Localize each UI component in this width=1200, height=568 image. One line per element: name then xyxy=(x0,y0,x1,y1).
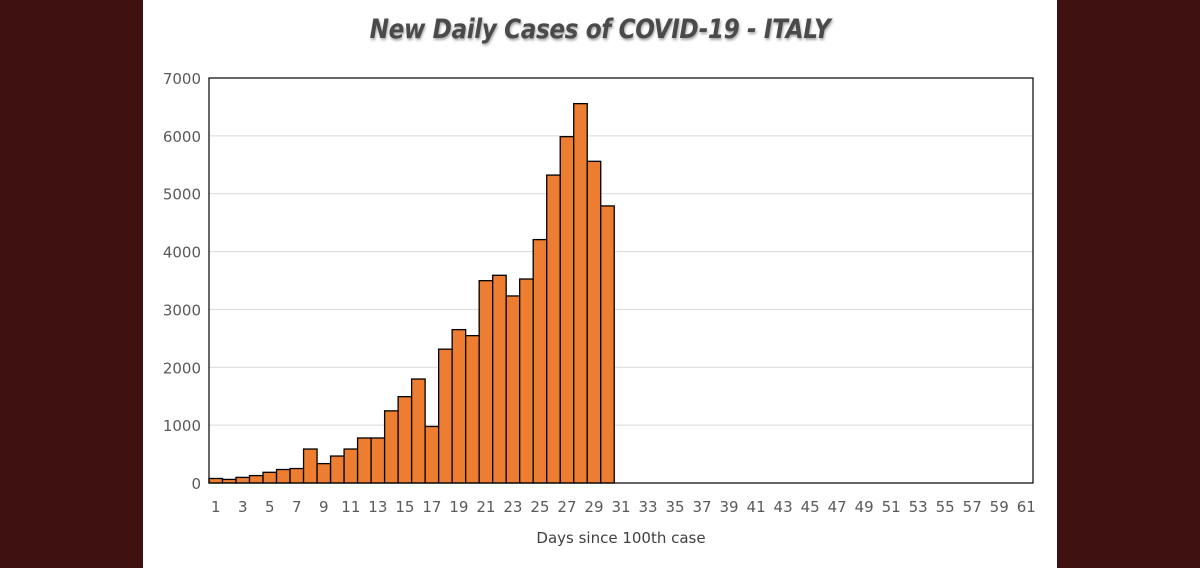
y-axis-ticks: 0 1000 2000 3000 4000 5000 6000 7000 xyxy=(163,70,201,493)
x-tick-label: 45 xyxy=(801,498,820,516)
bar xyxy=(465,334,480,484)
y-tick-label: 7000 xyxy=(163,70,201,88)
x-tick-label: 35 xyxy=(665,498,684,516)
x-axis-label: Days since 100th case xyxy=(536,529,705,547)
bar xyxy=(316,462,332,484)
bar xyxy=(437,348,453,484)
x-tick-label: 11 xyxy=(341,498,360,516)
y-tick-label: 2000 xyxy=(163,359,201,377)
bar xyxy=(248,474,264,484)
y-tick-label: 0 xyxy=(191,475,201,493)
x-tick-label: 27 xyxy=(557,498,576,516)
y-tick-label: 5000 xyxy=(163,186,201,204)
bar xyxy=(505,295,521,484)
x-tick-label: 25 xyxy=(530,498,549,516)
bar xyxy=(356,437,372,484)
bar xyxy=(600,205,615,484)
x-tick-label: 29 xyxy=(584,498,603,516)
x-tick-label: 7 xyxy=(292,498,302,516)
y-tick-label: 4000 xyxy=(163,244,201,262)
bar xyxy=(546,174,561,484)
bar xyxy=(370,437,386,484)
x-tick-label: 51 xyxy=(882,498,901,516)
bar xyxy=(289,467,305,484)
plot-area-frame xyxy=(208,77,1034,484)
bar xyxy=(519,278,534,484)
bar xyxy=(235,476,251,484)
x-tick-label: 15 xyxy=(395,498,414,516)
x-tick-label: 59 xyxy=(990,498,1009,516)
x-tick-label: 39 xyxy=(720,498,739,516)
x-tick-label: 55 xyxy=(936,498,955,516)
y-tick-label: 3000 xyxy=(163,301,201,319)
x-tick-label: 43 xyxy=(774,498,793,516)
bars xyxy=(208,102,615,484)
bar xyxy=(397,396,413,484)
x-tick-label: 3 xyxy=(238,498,248,516)
x-tick-label: 13 xyxy=(368,498,387,516)
bar xyxy=(275,468,291,484)
bar xyxy=(532,238,548,484)
bar xyxy=(451,328,467,484)
bar xyxy=(329,455,345,484)
y-tick-label: 1000 xyxy=(163,417,201,435)
x-tick-label: 9 xyxy=(319,498,329,516)
x-tick-label: 49 xyxy=(855,498,874,516)
x-tick-label: 23 xyxy=(503,498,522,516)
bar xyxy=(343,448,359,484)
bar xyxy=(262,471,278,484)
x-tick-label: 21 xyxy=(476,498,495,516)
x-tick-label: 61 xyxy=(1017,498,1036,516)
x-tick-label: 19 xyxy=(449,498,468,516)
bar xyxy=(573,102,588,484)
x-tick-label: 47 xyxy=(828,498,847,516)
x-tick-label: 57 xyxy=(963,498,982,516)
bar xyxy=(410,378,426,484)
bar xyxy=(586,160,602,484)
bar xyxy=(302,448,318,484)
x-tick-label: 37 xyxy=(693,498,712,516)
bar xyxy=(383,410,399,484)
gridlines xyxy=(209,135,1033,426)
y-tick-label: 6000 xyxy=(163,128,201,146)
x-axis-ticks: 1 3 5 7 9 11 13 15 17 19 21 23 25 27 29 31 33 35 37 39 41 43 4… xyxy=(211,498,1036,516)
bar xyxy=(208,477,224,484)
x-tick-label: 41 xyxy=(747,498,766,516)
chart-panel: New Daily Cases of COVID-19 - ITALY 0 100… xyxy=(143,0,1057,568)
bar xyxy=(478,280,494,484)
x-tick-label: 31 xyxy=(611,498,630,516)
x-tick-label: 1 xyxy=(211,498,221,516)
bar xyxy=(492,274,507,484)
x-tick-label: 33 xyxy=(638,498,657,516)
chart-title: New Daily Cases of COVID-19 - ITALY xyxy=(369,14,831,45)
bar xyxy=(424,425,440,484)
bar xyxy=(559,136,575,484)
x-tick-label: 53 xyxy=(909,498,928,516)
x-tick-label: 5 xyxy=(265,498,275,516)
x-tick-label: 17 xyxy=(422,498,441,516)
